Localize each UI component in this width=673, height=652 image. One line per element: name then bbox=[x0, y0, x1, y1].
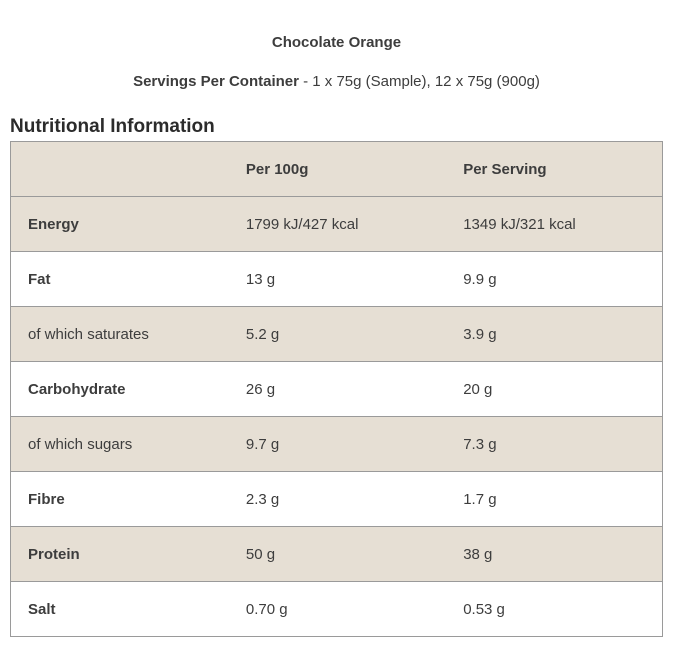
row-per-100g: 26 g bbox=[245, 380, 276, 398]
row-per-100g: 50 g bbox=[245, 545, 276, 563]
column-header-per-100g: Per 100g bbox=[245, 160, 309, 178]
column-header-per-serving: Per Serving bbox=[463, 160, 547, 178]
row-label: Fat bbox=[28, 270, 51, 288]
row-label: of which saturates bbox=[28, 325, 149, 343]
row-per-100g: 9.7 g bbox=[245, 435, 280, 453]
row-per-serving: 1349 kJ/321 kcal bbox=[463, 215, 576, 233]
table-header-row: Per 100g Per Serving bbox=[10, 141, 663, 197]
row-label: Energy bbox=[28, 215, 79, 233]
table-row: of which saturates 5.2 g 3.9 g bbox=[10, 306, 663, 362]
table-row: Salt 0.70 g 0.53 g bbox=[10, 581, 663, 637]
row-per-100g: 2.3 g bbox=[245, 490, 280, 508]
row-per-100g: 13 g bbox=[245, 270, 276, 288]
table-row: Protein 50 g 38 g bbox=[10, 526, 663, 582]
row-per-serving: 9.9 g bbox=[463, 270, 497, 288]
row-label: Protein bbox=[28, 545, 80, 563]
row-label: Salt bbox=[28, 600, 56, 618]
section-title: Nutritional Information bbox=[10, 116, 215, 137]
row-per-serving: 7.3 g bbox=[463, 435, 497, 453]
table-row: Fibre 2.3 g 1.7 g bbox=[10, 471, 663, 527]
row-per-100g: 1799 kJ/427 kcal bbox=[245, 215, 359, 233]
row-label: Carbohydrate bbox=[28, 380, 126, 398]
row-per-serving: 20 g bbox=[463, 380, 493, 398]
nutrition-table: Per 100g Per Serving Energy 1799 kJ/427 … bbox=[10, 141, 663, 637]
table-row: Carbohydrate 26 g 20 g bbox=[10, 361, 663, 417]
row-per-serving: 3.9 g bbox=[463, 325, 497, 343]
row-label: Fibre bbox=[28, 490, 65, 508]
row-per-100g: 0.70 g bbox=[245, 600, 288, 618]
table-row: Energy 1799 kJ/427 kcal 1349 kJ/321 kcal bbox=[10, 196, 663, 252]
row-per-100g: 5.2 g bbox=[245, 325, 280, 343]
servings-label: Servings Per Container bbox=[133, 73, 299, 90]
nutrition-table-body: Energy 1799 kJ/427 kcal 1349 kJ/321 kcal… bbox=[10, 196, 663, 637]
product-title: Chocolate Orange bbox=[271, 34, 402, 51]
column-header-blank bbox=[11, 142, 246, 197]
table-row: Fat 13 g 9.9 g bbox=[10, 251, 663, 307]
row-label: of which sugars bbox=[28, 435, 133, 453]
row-per-serving: 1.7 g bbox=[463, 490, 497, 508]
servings-value: - 1 x 75g (Sample), 12 x 75g (900g) bbox=[298, 73, 540, 90]
row-per-serving: 38 g bbox=[463, 545, 493, 563]
table-row: of which sugars 9.7 g 7.3 g bbox=[10, 416, 663, 472]
row-per-serving: 0.53 g bbox=[463, 600, 505, 618]
servings-line: Servings Per Container - 1 x 75g (Sample… bbox=[0, 73, 673, 91]
